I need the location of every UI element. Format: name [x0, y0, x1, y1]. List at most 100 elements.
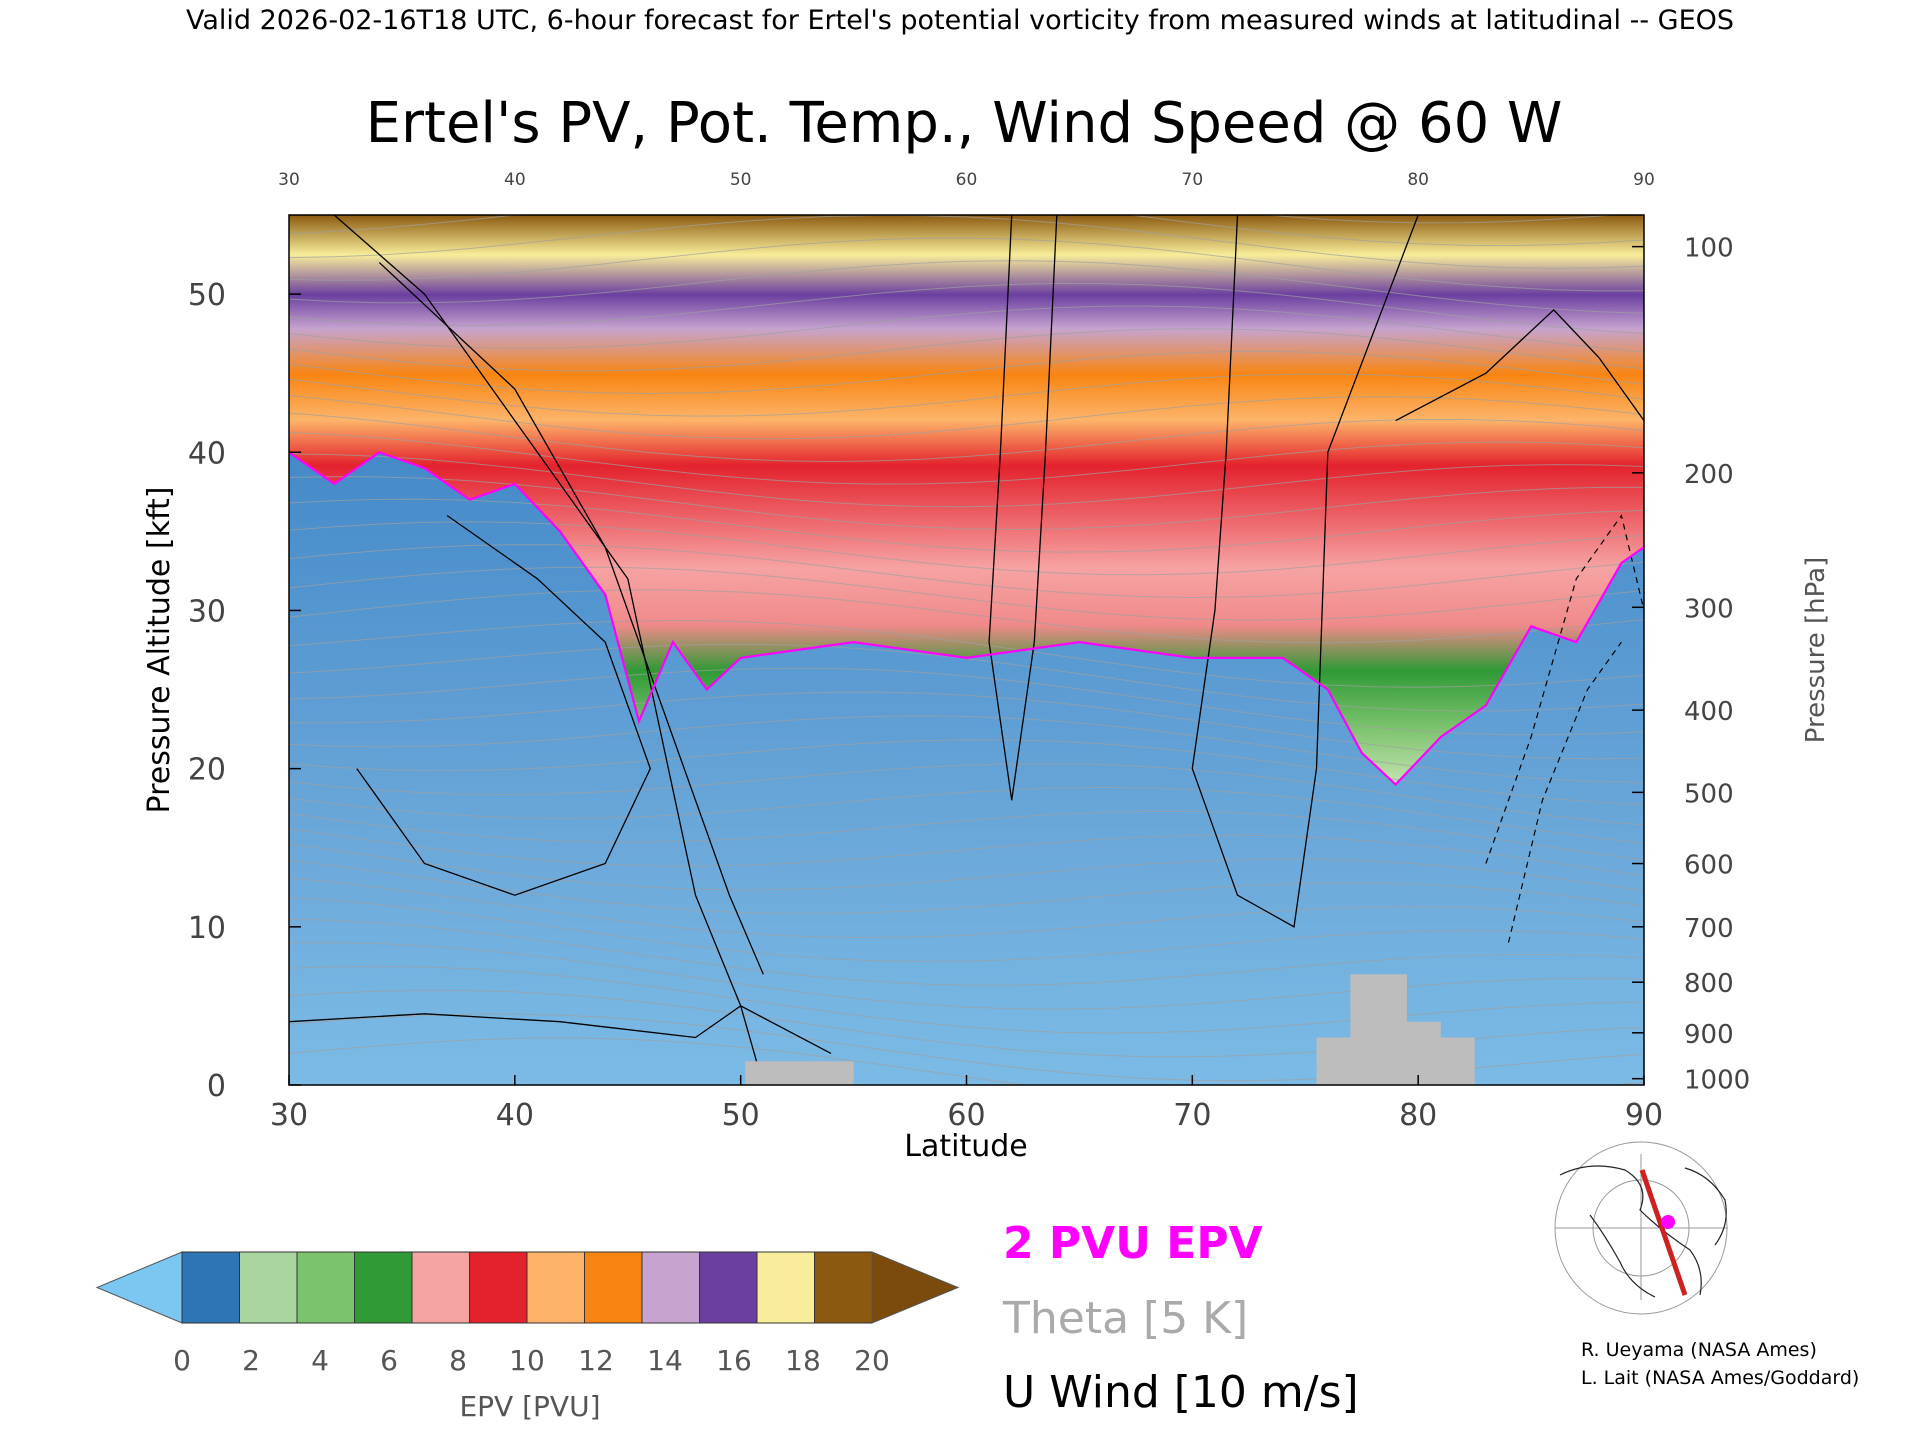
colorbar-swatch — [181, 1251, 240, 1324]
pressure-tick-label: 900 — [1684, 1020, 1734, 1050]
colorbar-tick-label: 0 — [173, 1344, 191, 1377]
colorbar-tick-label: 14 — [647, 1344, 683, 1377]
y-tick-label: 10 — [188, 911, 226, 946]
theta-contour — [289, 589, 1644, 644]
colorbar-swatch — [526, 1251, 585, 1324]
theta-contour — [289, 544, 1644, 599]
pressure-tick-label: 800 — [1684, 969, 1734, 999]
x-axis-label: Latitude — [904, 1129, 1027, 1164]
colorbar-label: EPV [PVU] — [459, 1390, 600, 1423]
y2-axis-label: Pressure [hPa] — [1801, 557, 1831, 744]
pressure-tick-label: 500 — [1684, 779, 1734, 809]
legend-u-wind: U Wind [10 m/s] — [1003, 1367, 1359, 1418]
x-tick-label: 90 — [1625, 1098, 1663, 1133]
map-coastline — [1559, 1165, 1727, 1298]
x-tick-label-top: 50 — [730, 170, 752, 190]
theta-contour — [289, 237, 1644, 292]
theta-contour — [289, 566, 1644, 621]
pressure-tick-label: 400 — [1684, 697, 1734, 727]
y-tick-label: 40 — [188, 436, 226, 471]
colorbar-tick-label: 8 — [449, 1344, 467, 1377]
pressure-tick-label: 600 — [1684, 851, 1734, 881]
topography — [745, 1061, 854, 1085]
x-tick-label-top: 80 — [1407, 170, 1429, 190]
u-wind-contour — [289, 1005, 832, 1054]
theta-contour — [289, 328, 1644, 372]
x-tick-label: 60 — [947, 1098, 985, 1133]
colorbar-under-arrow — [95, 1251, 183, 1324]
colorbar-tick-label: 6 — [380, 1344, 398, 1377]
colorbar-swatch — [756, 1251, 815, 1324]
u-wind-contour — [1395, 308, 1644, 422]
colorbar-swatch — [641, 1251, 700, 1324]
x-tick-label-top: 40 — [504, 170, 526, 190]
plot-area — [289, 215, 1644, 1085]
colorbar-tick-label: 12 — [578, 1344, 614, 1377]
colorbar-tick-label: 16 — [716, 1344, 752, 1377]
theta-contour — [289, 667, 1644, 736]
x-tick-label-top: 90 — [1633, 170, 1655, 190]
theta-contour — [289, 305, 1644, 353]
axes: 3030404050506060707080809090010203040501… — [188, 170, 1750, 1133]
theta-contour — [289, 431, 1644, 485]
map-track-line — [1639, 1169, 1688, 1296]
x-tick-label-top: 70 — [1182, 170, 1204, 190]
theta-contour — [289, 215, 1644, 247]
u-wind-contour-negative — [1485, 514, 1644, 864]
credit-lait: L. Lait (NASA Ames/Goddard) — [1581, 1367, 1859, 1389]
credit-ueyama: R. Ueyama (NASA Ames) — [1581, 1339, 1817, 1361]
pressure-tick-label: 300 — [1684, 594, 1734, 624]
theta-contour — [289, 619, 1644, 688]
u-wind-contour — [988, 215, 1058, 801]
theta-contour — [289, 828, 1644, 877]
theta-contour — [289, 918, 1644, 986]
theta-contour — [289, 453, 1644, 508]
y-tick-label: 20 — [188, 753, 226, 788]
y-tick-label: 50 — [188, 278, 226, 313]
pressure-tick-label: 700 — [1684, 914, 1734, 944]
x-tick-label: 70 — [1173, 1098, 1211, 1133]
theta-contour — [289, 810, 1644, 861]
u-wind-contour — [378, 262, 764, 975]
y-axis-label: Pressure Altitude [kft] — [142, 487, 177, 814]
theta-contour — [289, 373, 1644, 417]
colorbar-swatch — [584, 1251, 643, 1324]
colorbar-swatch — [354, 1251, 413, 1324]
theta-contour — [289, 965, 1644, 1034]
chart-title: Ertel's PV, Pot. Temp., Wind Speed @ 60 … — [366, 91, 1563, 156]
theta-contour — [289, 394, 1644, 440]
colorbar-swatch — [239, 1251, 298, 1324]
colorbar: 0 2 4 6 8 10 12 14 16 18 20 — [95, 1251, 960, 1377]
pressure-tick-label: 200 — [1684, 460, 1734, 490]
pressure-tick-label: 1000 — [1684, 1066, 1750, 1096]
theta-contour — [289, 521, 1644, 576]
legend-2pvu: 2 PVU EPV — [1003, 1218, 1263, 1269]
pressure-tick-label: 100 — [1684, 234, 1734, 264]
theta-contour — [289, 715, 1644, 783]
colorbar-tick-label: 10 — [509, 1344, 545, 1377]
theta-contour — [289, 942, 1644, 1010]
colorbar-swatch — [296, 1251, 355, 1324]
colorbar-swatch — [469, 1251, 528, 1324]
theta-contour — [289, 739, 1644, 806]
colorbar-over-arrow — [871, 1251, 960, 1324]
theta-contour — [289, 498, 1644, 553]
header-text: Valid 2026-02-16T18 UTC, 6-hour forecast… — [186, 5, 1734, 36]
x-tick-label-top: 30 — [278, 170, 300, 190]
x-tick-label-top: 60 — [956, 170, 978, 190]
x-tick-label: 50 — [722, 1098, 760, 1133]
theta-contour — [289, 691, 1644, 760]
colorbar-tick-label: 18 — [785, 1344, 821, 1377]
legend-theta: Theta [5 K] — [1002, 1293, 1248, 1344]
x-tick-label: 80 — [1399, 1098, 1437, 1133]
theta-contour — [289, 282, 1644, 334]
colorbar-tick-label: 2 — [242, 1344, 260, 1377]
y-tick-label: 0 — [207, 1069, 226, 1104]
theta-contour — [1262, 215, 1617, 224]
colorbar-tick-label: 4 — [311, 1344, 329, 1377]
colorbar-tick-label: 20 — [854, 1344, 890, 1377]
theta-contour — [289, 786, 1644, 844]
map-location-marker — [1661, 1215, 1675, 1229]
